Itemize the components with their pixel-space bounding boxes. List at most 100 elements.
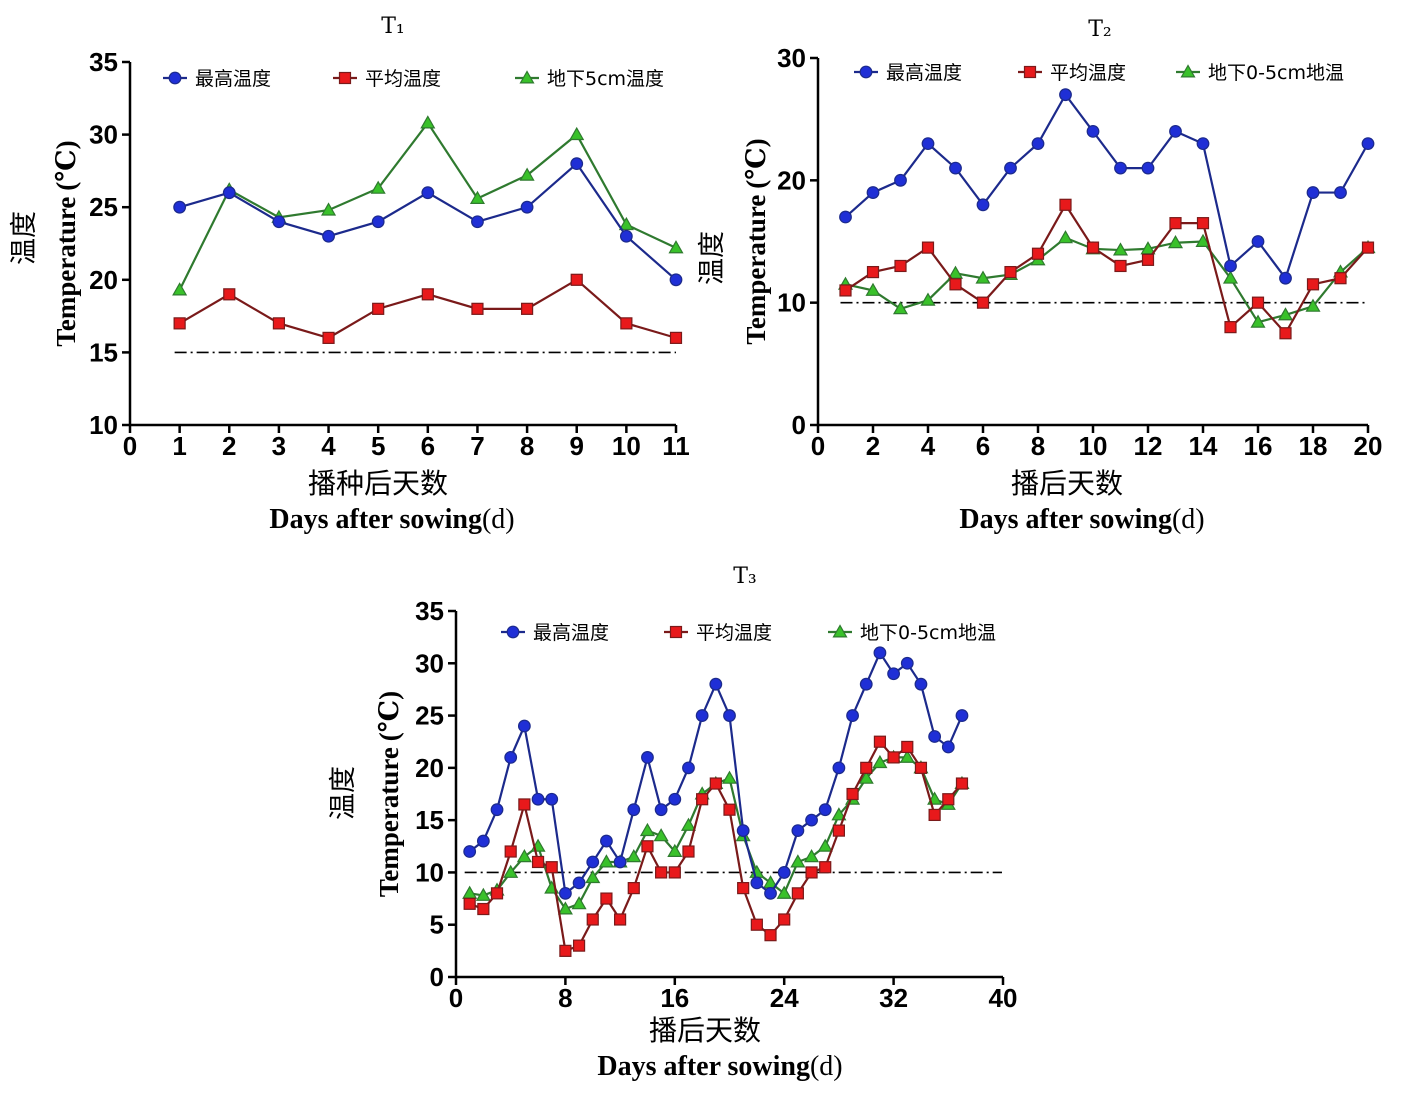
data-point-avg [613, 913, 627, 926]
data-point-avg [572, 939, 586, 952]
chart-title: T₂ [1088, 17, 1112, 42]
data-point-max [1224, 259, 1237, 273]
legend-item-avg: 平均温度 [1018, 62, 1126, 84]
data-point-soil [618, 216, 634, 231]
legend-label: 最高温度 [886, 62, 962, 84]
data-point-avg [372, 302, 385, 315]
x-tick-label: 11 [662, 431, 690, 461]
x-tick-label: 0 [449, 983, 463, 1013]
data-point-soil [790, 854, 806, 868]
series-soil [837, 230, 1376, 328]
legend-item-soil: 地下0-5cm地温 [1176, 62, 1344, 84]
x-axis-label-en: Days after sowing(d) [269, 504, 514, 535]
data-point-avg [866, 265, 880, 279]
data-point-avg [839, 284, 852, 297]
legend-item-avg: 平均温度 [333, 68, 441, 90]
y-axis-label-en-text: Temperature [51, 197, 81, 347]
data-point-max [322, 229, 335, 243]
data-point-max [654, 803, 668, 817]
data-point-soil [653, 828, 669, 842]
x-tick-label: 6 [421, 431, 435, 461]
data-point-soil [557, 901, 573, 915]
y-tick-label: 20 [89, 265, 118, 295]
data-point-soil [667, 843, 683, 857]
data-point-max [222, 186, 236, 200]
data-point-soil [475, 887, 491, 901]
legend-label: 最高温度 [533, 622, 609, 644]
data-point-soil [858, 770, 874, 784]
data-point-avg [1059, 198, 1072, 211]
data-point-soil [1112, 242, 1129, 256]
y-tick-label: 35 [415, 596, 444, 626]
data-point-max [531, 792, 545, 806]
data-point-max [1251, 235, 1265, 248]
data-point-avg [570, 273, 583, 286]
data-point-max [866, 186, 880, 199]
y-axis-label-cn: 温度 [9, 211, 40, 265]
data-point-soil [420, 115, 436, 129]
data-point-avg [1279, 327, 1292, 340]
data-point-avg [600, 892, 613, 905]
data-point-avg [805, 866, 818, 879]
data-point-avg [1334, 272, 1347, 285]
y-axis-label-en: Temperature (℃) [51, 140, 81, 346]
y-axis-label-en: Temperature (℃) [741, 138, 771, 344]
x-axis-label-en-text: Days after sowing [597, 1051, 810, 1082]
data-point-max [471, 215, 484, 229]
x-axis-label-cn: 播后天数 [1011, 467, 1123, 500]
legend-item-soil: 地下5cm温度 [515, 68, 664, 90]
legend-label: 最高温度 [195, 68, 271, 90]
data-point-avg [873, 735, 887, 748]
data-point-avg [223, 288, 236, 301]
data-point-max [791, 824, 805, 837]
data-point-max [371, 215, 385, 229]
data-point-max [894, 173, 907, 187]
data-point-max [914, 677, 928, 691]
data-point-max [955, 709, 969, 722]
legend-label: 平均温度 [696, 622, 772, 644]
x-tick-label: 1 [172, 431, 186, 461]
legend-marker-max [506, 625, 520, 639]
data-point-avg [1031, 247, 1045, 260]
data-point-max [600, 834, 613, 848]
data-point-max [641, 751, 654, 764]
legend-marker-max [168, 71, 182, 85]
x-axis-label-en: Days after sowing(d) [959, 504, 1204, 535]
data-point-max [750, 876, 764, 890]
x-axis-unit: (d) [482, 504, 515, 535]
data-point-max [846, 709, 859, 722]
data-point-avg [791, 887, 804, 900]
x-axis-label-en-text: Days after sowing [269, 504, 482, 535]
legend-item-max: 最高温度 [854, 62, 962, 84]
legend-item-max: 最高温度 [163, 68, 271, 90]
x-tick-label: 7 [470, 431, 484, 461]
legend-marker-soil [832, 624, 848, 638]
data-point-max [764, 886, 777, 900]
data-point-max [627, 803, 641, 817]
data-point-max [421, 186, 435, 200]
data-point-avg [668, 866, 681, 879]
data-point-max [1031, 137, 1045, 151]
chart-t1: T₁ 10 15 20 25 30 35 0 1 2 3 4 5 6 7 8 9 10 11 最高温度 平均温度 地下5c… [9, 14, 690, 535]
data-point-avg [504, 845, 517, 858]
data-point-avg [709, 777, 722, 790]
y-tick-label: 15 [89, 337, 118, 367]
data-point-avg [1224, 321, 1237, 334]
data-point-soil [668, 240, 684, 254]
series-max [463, 646, 969, 900]
data-point-max [1114, 161, 1127, 175]
data-point-avg [627, 882, 640, 895]
data-point-max [570, 157, 584, 171]
data-point-soil [585, 869, 601, 884]
data-point-avg [832, 824, 846, 837]
data-point-avg [949, 278, 962, 291]
data-point-max [805, 813, 818, 827]
x-axis-unit: (d) [1172, 504, 1205, 535]
data-point-max [490, 803, 504, 817]
data-point-max [1086, 124, 1100, 138]
y-axis-unit: (℃) [741, 138, 771, 188]
data-point-soil [639, 822, 655, 837]
data-point-max [517, 719, 531, 733]
data-point-max [949, 161, 962, 175]
x-tick-label: 14 [1189, 431, 1218, 461]
